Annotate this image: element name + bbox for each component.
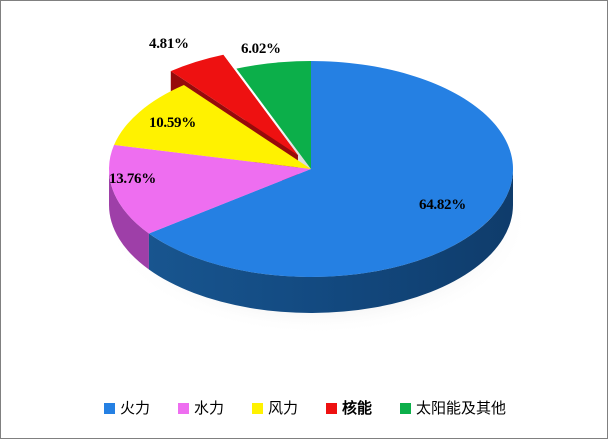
legend-label: 水力 bbox=[193, 399, 224, 417]
legend-label: 风力 bbox=[267, 399, 298, 417]
pie-3d-svg bbox=[105, 54, 529, 335]
slice-label-taiyangneng: 6.02% bbox=[241, 41, 281, 57]
chart-legend: 火力 水力 风力 核能 太阳能及其他 bbox=[1, 396, 607, 420]
legend-item-shuili[interactable]: 水力 bbox=[177, 399, 224, 417]
legend-swatch-icon bbox=[251, 402, 263, 414]
slice-label-huoli: 64.82% bbox=[419, 197, 466, 213]
legend-item-fengli[interactable]: 风力 bbox=[251, 399, 298, 417]
legend-item-taiyangneng[interactable]: 太阳能及其他 bbox=[400, 401, 506, 416]
legend-swatch-icon bbox=[400, 402, 412, 414]
slice-label-fengli: 10.59% bbox=[149, 115, 196, 131]
pie-plot-area: 64.82% 13.76% 10.59% 4.81% 6.02% bbox=[1, 1, 607, 381]
slice-label-hedneng: 4.81% bbox=[149, 36, 189, 52]
legend-swatch-icon bbox=[177, 402, 189, 414]
legend-swatch-icon bbox=[326, 402, 337, 414]
legend-label: 太阳能及其他 bbox=[416, 399, 507, 417]
slice-label-shuili: 13.76% bbox=[109, 171, 156, 187]
legend-label: 核能 bbox=[342, 399, 373, 417]
legend-item-huoli[interactable]: 火力 bbox=[103, 399, 150, 417]
legend-label: 火力 bbox=[119, 399, 150, 417]
legend-item-heneng[interactable]: 核能 bbox=[326, 401, 372, 416]
legend-swatch-icon bbox=[103, 402, 115, 414]
